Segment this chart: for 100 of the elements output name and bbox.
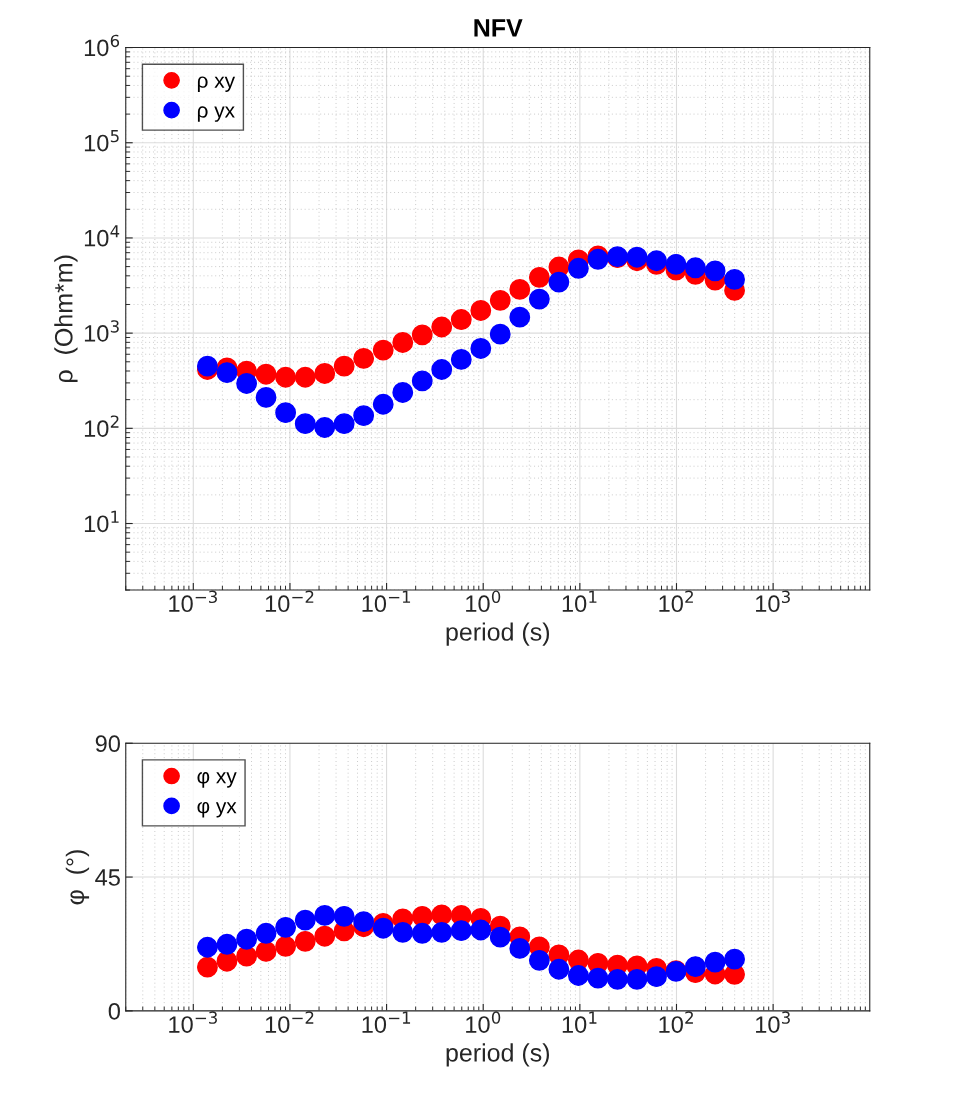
point — [567, 965, 589, 986]
x-tick-label: 10$^{−2}$ — [265, 1011, 314, 1033]
point — [450, 309, 472, 330]
point — [528, 288, 550, 310]
point — [411, 324, 433, 346]
point — [372, 339, 394, 361]
point — [294, 909, 316, 931]
point — [353, 405, 375, 427]
point — [236, 373, 258, 394]
x-tick-label: 10$^{−3}$ — [169, 590, 217, 613]
x-tick-label: 10$^{3}$ — [756, 590, 790, 613]
point — [626, 968, 648, 990]
point — [704, 951, 726, 973]
point — [411, 922, 433, 944]
x-tick-label: 10$^{3}$ — [756, 1011, 790, 1033]
point — [509, 306, 531, 328]
point — [431, 316, 453, 338]
point — [197, 956, 218, 978]
y-tick-label: 10$^{6}$ — [84, 34, 120, 57]
point — [489, 289, 511, 311]
point — [294, 930, 316, 952]
y-tick-label: 0 — [108, 1002, 120, 1020]
point — [450, 920, 472, 942]
point — [724, 268, 745, 290]
point — [294, 366, 316, 388]
point — [392, 332, 414, 353]
legend-label: ρ xy — [197, 76, 236, 92]
point — [646, 966, 667, 988]
y-axis-title: ρ (Ohm*m) — [54, 255, 78, 382]
x-axis-title: period (s) — [446, 622, 550, 646]
point — [255, 387, 277, 408]
point — [411, 370, 433, 392]
x-tick-label: 10$^{−3}$ — [169, 1011, 217, 1033]
y-axis-title: φ (°) — [65, 850, 90, 905]
y-tick-label: 10$^{1}$ — [84, 510, 119, 533]
point — [685, 257, 706, 279]
legend-label: φ yx — [197, 801, 237, 818]
legend-label: φ xy — [197, 772, 237, 788]
point — [607, 968, 628, 990]
x-tick-label: 10$^{0}$ — [466, 1011, 501, 1033]
y-tick-label: 10$^{2}$ — [84, 415, 119, 437]
point — [470, 919, 492, 941]
point — [275, 402, 297, 424]
y-tick-label: 45 — [95, 869, 120, 886]
point — [392, 382, 414, 403]
point — [314, 925, 336, 947]
point — [353, 911, 375, 933]
point — [255, 922, 277, 944]
point — [333, 355, 355, 377]
point — [275, 916, 297, 938]
point — [236, 945, 258, 967]
point — [431, 359, 453, 380]
point — [333, 905, 355, 927]
x-tick-label: 10$^{1}$ — [562, 590, 597, 613]
point — [665, 253, 687, 275]
x-tick-label: 10$^{−1}$ — [362, 590, 411, 613]
point — [489, 323, 511, 345]
point — [567, 257, 589, 279]
point — [372, 393, 394, 415]
point — [216, 933, 238, 955]
point — [470, 300, 492, 321]
x-tick-label: 10$^{−1}$ — [362, 1011, 411, 1033]
point — [431, 921, 453, 943]
x-tick-label: 10$^{2}$ — [659, 590, 693, 613]
point — [724, 948, 745, 970]
y-tick-label: 90 — [95, 735, 120, 753]
point — [528, 949, 550, 971]
point — [450, 349, 472, 370]
point — [275, 935, 297, 957]
point — [509, 938, 531, 959]
point — [314, 363, 336, 384]
point — [528, 266, 550, 288]
x-axis-title: period (s) — [446, 1043, 550, 1067]
point — [372, 917, 394, 939]
y-tick-label: 10$^{4}$ — [84, 225, 120, 247]
point — [470, 338, 492, 359]
point — [314, 905, 336, 926]
chart-title: NFV — [474, 19, 523, 37]
y-tick-label: 10$^{3}$ — [84, 320, 119, 342]
point — [587, 967, 609, 989]
x-tick-label: 10$^{0}$ — [466, 590, 501, 613]
y-tick-label: 10$^{5}$ — [84, 130, 119, 152]
point — [489, 926, 511, 948]
point — [255, 363, 277, 385]
point — [216, 362, 238, 384]
point — [236, 928, 258, 950]
point — [333, 413, 355, 435]
x-tick-label: 10$^{2}$ — [659, 1011, 693, 1033]
x-tick-label: 10$^{−2}$ — [265, 590, 314, 613]
legend-label: ρ yx — [197, 106, 235, 122]
point — [294, 413, 316, 435]
point — [314, 417, 336, 438]
point — [392, 921, 414, 943]
point — [197, 936, 218, 958]
x-tick-label: 10$^{1}$ — [562, 1011, 597, 1033]
point — [509, 278, 531, 300]
point — [704, 260, 726, 282]
point — [548, 271, 570, 293]
point — [685, 956, 706, 977]
point — [353, 348, 375, 369]
